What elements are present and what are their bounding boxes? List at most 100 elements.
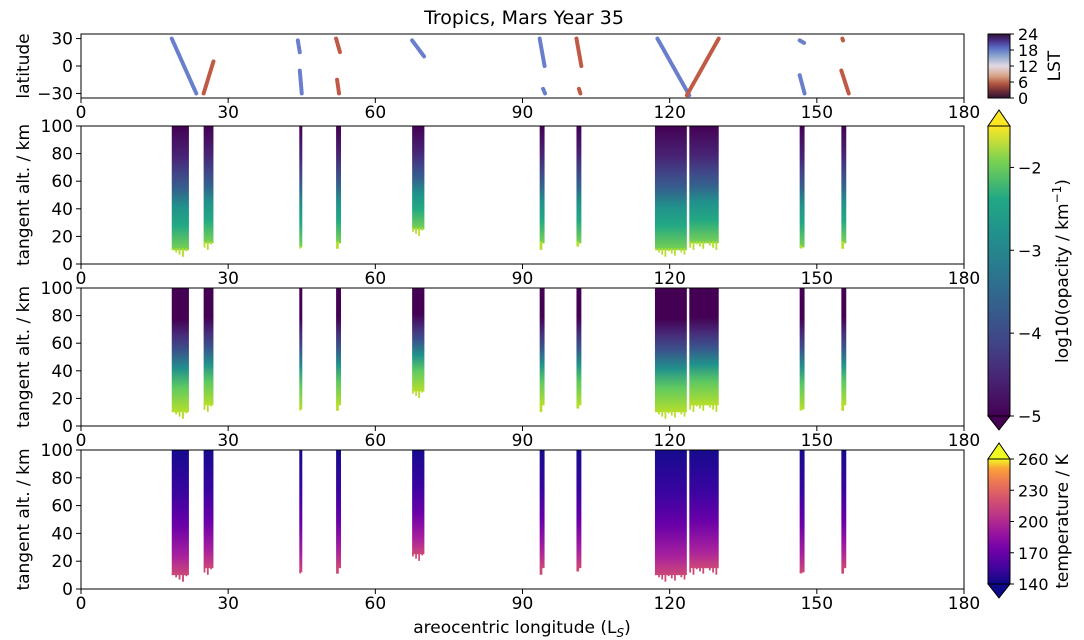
profile-8-edge-10	[683, 573, 686, 580]
profile-5-edge-1	[412, 552, 414, 557]
profile-8-edge-3	[661, 410, 664, 417]
colorbar-2-tick-label-3: −4	[1018, 324, 1042, 343]
profile-8-edge-6	[670, 573, 673, 579]
panel-4-xtick-label-4: 90	[512, 594, 534, 614]
panel-4-data	[171, 450, 847, 582]
profile-7	[576, 288, 582, 406]
profile-6-edge-1	[539, 403, 543, 412]
profile-5-edge-2	[415, 227, 417, 234]
profile-5-edge-4	[421, 227, 424, 231]
colorbar-2: −2 −3 −4 −5 log10(opacity / km−1)	[986, 109, 1073, 431]
profile-11-edge-1	[841, 241, 845, 249]
panel-2-xtick-label-6: 150	[801, 269, 833, 289]
profile-1	[171, 126, 189, 251]
colorbar-2-extend-bottom	[986, 415, 1012, 431]
profile-3-edge-1	[299, 245, 301, 249]
profile-8-edge-6	[670, 248, 673, 254]
profile-9-edge-3	[695, 566, 698, 570]
profile-9-edge-9	[715, 403, 718, 412]
profile-4	[336, 126, 341, 244]
profile-1-edge-5	[185, 410, 188, 414]
profile-8-edge-1	[654, 573, 657, 576]
profile-8-edge-2	[658, 573, 660, 578]
profile-7-edge-1	[576, 403, 580, 409]
panel-2-ytick-label-6: 100	[41, 117, 73, 137]
panel-3-xtick-label-7: 180	[948, 431, 980, 451]
x-axis-label-text: areocentric longitude (L	[413, 618, 617, 638]
panel-2-data	[171, 126, 847, 257]
colorbar-3-label: temperature / K	[1053, 453, 1073, 588]
profile-4	[336, 450, 341, 569]
panel-1-xtick-label-2: 30	[217, 103, 239, 123]
profile-1-edge-5	[185, 248, 188, 252]
profile-10	[799, 450, 805, 573]
panel-4-ytick-label-2: 20	[51, 552, 73, 572]
panel-4-xtick-label-3: 60	[365, 594, 387, 614]
colorbar-3-tick-label-3: 200	[1018, 513, 1049, 532]
profile-8-edge-9	[680, 410, 683, 415]
profile-9-edge-1	[689, 403, 692, 410]
panel-2-ytick-label-1: 0	[62, 255, 73, 275]
profile-9-edge-7	[708, 566, 711, 571]
profile-7-edge-1	[576, 566, 580, 572]
colorbar-2-label-superscript: −1	[1050, 186, 1064, 204]
profile-9	[689, 288, 719, 406]
profile-2-edge-1	[203, 241, 206, 248]
profile-8-edge-5	[667, 248, 670, 252]
colorbar-2-label: log10(opacity / km−1)	[1050, 179, 1073, 363]
profile-9-edge-5	[702, 566, 705, 574]
panel-3-ytick-label-2: 20	[51, 389, 73, 409]
profile-3	[299, 126, 303, 248]
profile-8-edge-10	[683, 248, 686, 255]
profile-3-edge-1	[299, 407, 301, 411]
profile-3	[299, 450, 303, 573]
lst-track-9	[541, 86, 548, 96]
chart-title: Tropics, Mars Year 35	[423, 7, 624, 29]
profile-11-edge-1	[841, 403, 845, 411]
profile-9-edge-5	[702, 241, 705, 249]
profile-8-edge-3	[661, 573, 664, 580]
panel-4: 0 20 40 60 80 100 0 30 60 90 120 150 180 tangent alt.…	[14, 441, 980, 614]
panel-3-xtick-label-5: 120	[653, 431, 685, 451]
profile-8-edge-8	[677, 248, 680, 251]
profile-1-edge-4	[182, 573, 184, 582]
panel-2-xtick-label-2: 30	[217, 269, 239, 289]
profile-9-edge-2	[692, 241, 695, 250]
profile-9-edge-5	[702, 403, 705, 411]
panel-1-data	[169, 36, 851, 98]
lst-track-10	[574, 36, 584, 68]
profile-9-edge-3	[695, 241, 698, 245]
profile-9-edge-9	[715, 241, 718, 250]
lst-track-13	[684, 36, 721, 98]
panel-2-ytick-label-5: 80	[51, 145, 73, 165]
profile-1	[171, 288, 189, 413]
panel-4-xtick-label-2: 30	[217, 594, 239, 614]
panel-3-ytick-label-4: 60	[51, 334, 73, 354]
lst-track-7	[410, 38, 427, 59]
profile-9-edge-4	[699, 241, 701, 247]
panel-3: 0 20 40 60 80 100 0 30 60 90 120 150 180 tangent alt.…	[14, 279, 980, 451]
profile-1-edge-2	[175, 410, 178, 415]
profile-2-edge-2	[206, 566, 209, 575]
colorbar-3: 260 230 200 170 140 temperature / K	[986, 442, 1073, 599]
panel-3-ytick-label-6: 100	[41, 279, 73, 299]
colorbar-3-tick-label-4: 170	[1018, 544, 1049, 563]
panel-4-xtick-label-7: 180	[948, 594, 980, 614]
profile-5-edge-4	[421, 552, 424, 556]
colorbar-2-tick-label-2: −3	[1018, 241, 1042, 260]
lst-track-14	[797, 38, 807, 46]
panel-2-y-axis-label: tangent alt. / km	[14, 124, 34, 266]
lst-track-3	[295, 38, 302, 55]
profile-2-edge-3	[210, 403, 212, 407]
profile-8-edge-6	[670, 410, 673, 416]
profile-7-edge-1	[576, 241, 580, 247]
profile-9-edge-2	[692, 566, 695, 575]
panel-4-ytick-label-5: 80	[51, 469, 73, 489]
profile-9	[689, 450, 719, 569]
profile-10-edge-1	[799, 407, 803, 411]
profile-9	[689, 126, 719, 244]
panel-3-xtick-label-3: 60	[365, 431, 387, 451]
lst-track-5	[334, 36, 343, 55]
